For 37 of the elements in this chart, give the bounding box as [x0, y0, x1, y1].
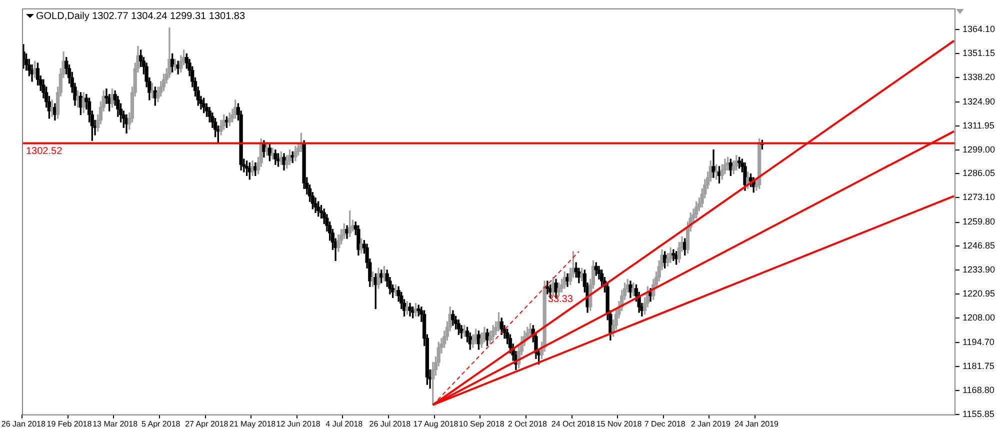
x-tick-label: 2 Oct 2018	[508, 419, 548, 428]
y-tick-label: 1233.90	[962, 264, 996, 275]
x-tick-label: 21 May 2018	[229, 419, 276, 428]
y-tick-label: 1364.10	[962, 24, 996, 34]
x-tick-label: 5 Apr 2018	[142, 419, 181, 428]
x-tick-label: 15 Nov 2018	[596, 419, 642, 428]
y-tick-label: 1181.75	[962, 361, 994, 372]
y-tick-label: 1194.70	[962, 337, 994, 348]
x-tick-label: 13 Mar 2018	[92, 419, 138, 428]
y-tick-label: 1324.90	[962, 96, 996, 106]
x-tick-label: 17 Aug 2018	[413, 419, 459, 428]
y-tick-label: 1168.80	[962, 384, 994, 395]
chart-title: GOLD,Daily 1302.77 1304.24 1299.31 1301.83	[36, 11, 246, 22]
x-tick-label: 10 Sep 2018	[458, 419, 505, 428]
ref-line-label: 1302.52	[26, 146, 63, 158]
y-tick-label: 1311.95	[962, 120, 994, 130]
y-tick-label: 1220.95	[962, 288, 996, 299]
x-tick-label: 26 Jul 2018	[369, 419, 412, 428]
x-tick-label: 7 Dec 2018	[644, 419, 686, 428]
y-tick-label: 1208.00	[962, 312, 996, 322]
y-tick-label: 1338.20	[962, 72, 996, 82]
x-tick-label: 19 Feb 2018	[46, 419, 92, 428]
x-tick-label: 2 Jan 2019	[690, 419, 731, 428]
y-tick-label: 1351.15	[962, 48, 996, 58]
y-tick-label: 1246.85	[962, 240, 996, 251]
y-tick-label: 1273.10	[962, 192, 996, 202]
x-tick-label: 26 Jan 2018	[1, 419, 46, 428]
x-tick-label: 24 Oct 2018	[551, 419, 596, 428]
y-tick-label: 1299.00	[962, 144, 996, 154]
x-tick-label: 12 Jun 2018	[276, 419, 321, 428]
y-tick-label: 1155.85	[962, 408, 994, 419]
series-label: 33.33	[548, 294, 574, 305]
x-tick-label: 4 Jul 2018	[326, 419, 364, 428]
x-tick-label: 27 Apr 2018	[185, 419, 229, 428]
x-tick-label: 24 Jan 2019	[734, 419, 780, 428]
y-tick-label: 1259.80	[962, 216, 996, 227]
y-tick-label: 1286.05	[962, 168, 996, 178]
